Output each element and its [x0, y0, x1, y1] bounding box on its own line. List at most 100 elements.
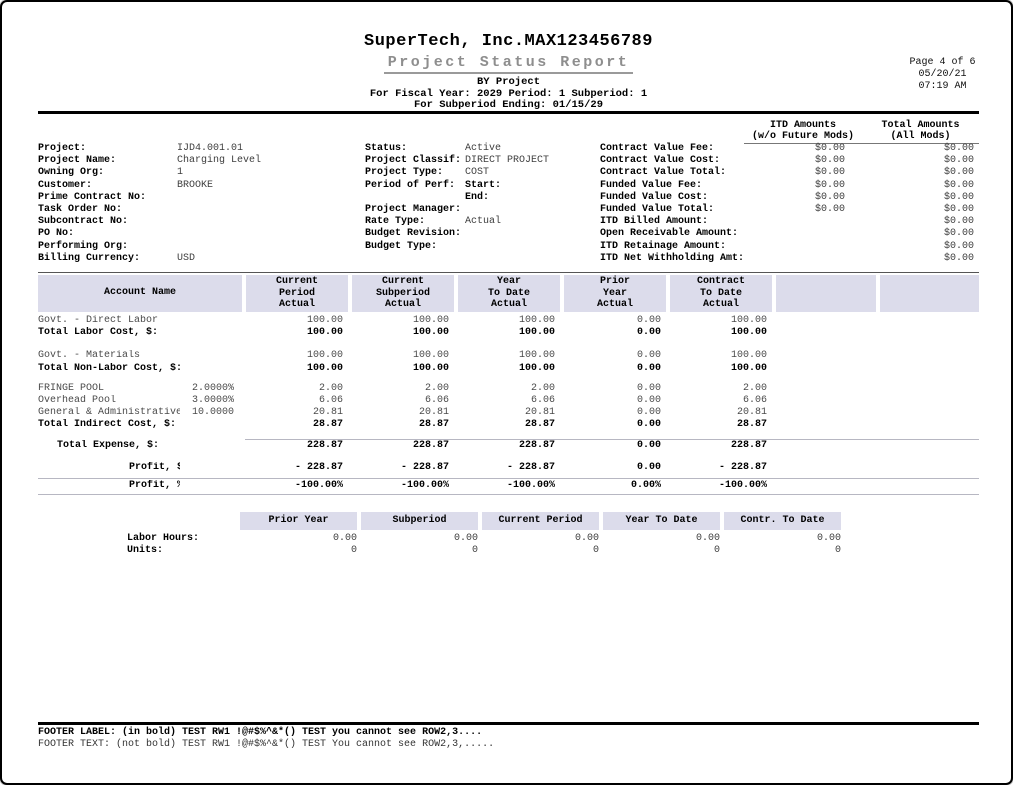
cost-table-header-row: Account Name Current Period Actual Current… [38, 275, 979, 312]
info-field-row: PO No: [38, 228, 360, 240]
account-name-cell: Total Indirect Cost, $: [38, 419, 242, 431]
account-name-cell: Govt. - Materials [38, 350, 242, 362]
amount-field-row: ITD Billed Amount: $0.00 [600, 216, 979, 228]
itd-amount-value [770, 228, 845, 240]
amount-cell: 100.00 [518, 350, 555, 362]
account-name-cell: General & Administrative 10.0000 [38, 407, 242, 419]
amount-cell: 2.00 [530, 382, 555, 394]
total-amounts-header: Total Amounts (All Mods) [881, 120, 960, 142]
table-row: Profit, %: -100.00% -100.00% -100.00% 0.00% -… [38, 480, 979, 492]
amount-cell: 100.00 [412, 315, 449, 326]
column-header: Year To Date Actual [458, 275, 560, 312]
row-gap [38, 474, 979, 477]
amount-field-row: Open Receivable Amount: $0.00 [600, 228, 979, 240]
hours-column-header: Contr. To Date [724, 512, 841, 530]
field-label: PO No: [38, 228, 75, 240]
field-label: Subcontract No: [38, 216, 129, 228]
company-name: SuperTech, Inc.MAX123456789 [364, 32, 653, 51]
amount-cell: 20.81 [524, 407, 555, 419]
total-amount-value: $0.00 [943, 167, 974, 179]
separator-line [38, 477, 979, 479]
amount-cell: 100.00 [518, 362, 555, 374]
account-name: Govt. - Materials [38, 350, 141, 362]
field-label: Customer: [38, 179, 93, 191]
itd-amount-value [770, 216, 845, 228]
hours-table-body: Labor Hours: 0.00 0.00 0.00 0.00 0.00 Units: 0 0… [127, 530, 841, 557]
row-gap [38, 375, 979, 383]
amount-field-row: Contract Value Cost: $0.00 $0.00 [600, 155, 979, 167]
account-name-cell: Overhead Pool 3.0000% [38, 395, 242, 407]
amount-cell: 28.87 [524, 419, 555, 431]
field-label: Status: [365, 143, 408, 154]
hours-table-header-row: Prior Year Subperiod Current Period Year To… [127, 512, 841, 530]
field-value: Actual [465, 216, 502, 228]
account-name-cell: FRINGE POOL 2.0000% [38, 383, 242, 395]
hours-value-cell: 0 [592, 545, 599, 557]
field-value: COST [465, 167, 490, 179]
rate-percent [180, 440, 242, 452]
hours-value-cell: 0.00 [332, 533, 357, 544]
amount-field-row: ITD Net Withholding Amt: $0.00 [600, 253, 979, 265]
table-row: General & Administrative 10.0000 20.81 20.8… [38, 407, 979, 419]
amount-cell: 100.00 [412, 350, 449, 362]
amount-cell: -100.00% [400, 479, 449, 491]
account-name: FRINGE POOL [38, 382, 105, 394]
report-subtitle-fiscal: For Fiscal Year: 2029 Period: 1 Subperio… [369, 87, 648, 100]
separator-line [38, 494, 979, 496]
info-field-row: Budget Type: [365, 241, 597, 253]
field-label: Period of Perf: [365, 179, 456, 191]
cost-summary-table: Account Name Current Period Actual Current… [38, 275, 979, 496]
info-field-row: Status: Active [365, 143, 597, 155]
field-value: Active [465, 143, 502, 154]
amount-cell: 6.06 [318, 394, 343, 406]
total-amount-value: $0.00 [943, 203, 974, 215]
hours-column-header: Year To Date [603, 512, 720, 530]
report-subtitle-ending: For Subperiod Ending: 01/15/29 [413, 99, 604, 111]
field-label: Project Type: [365, 167, 444, 179]
account-name: Total Labor Cost, $: [38, 327, 159, 339]
table-row: FRINGE POOL 2.0000% 2.00 2.00 2.00 0.00 2.00 [38, 383, 979, 395]
table-row: Total Non-Labor Cost, $: 100.00 100.00 100.… [38, 363, 979, 375]
report-date: 05/20/21 [918, 69, 967, 80]
report-footer: FOOTER LABEL: (in bold) TEST RW1 !@#$%^&… [38, 722, 979, 751]
field-label: Prime Contract No: [38, 191, 147, 203]
amount-field-row: ITD Retainage Amount: $0.00 [600, 241, 979, 253]
field-label: Task Order No: [38, 203, 123, 215]
field-label: Billing Currency: [38, 252, 141, 264]
field-value: DIRECT PROJECT [465, 155, 550, 167]
page-number: Page 4 of 6 [909, 57, 976, 68]
amount-cell: 20.81 [312, 407, 343, 419]
hours-value-cell: 0.00 [816, 533, 841, 544]
itd-amount-value: $0.00 [814, 143, 845, 154]
total-amount-value: $0.00 [943, 252, 974, 264]
row-gap [38, 339, 979, 350]
rate-percent [180, 350, 242, 362]
info-field-row: Rate Type: Actual [365, 216, 597, 228]
info-field-row: Prime Contract No: [38, 192, 360, 204]
amount-cell: 100.00 [412, 362, 449, 374]
header-divider [38, 111, 979, 114]
amount-cell: 28.87 [418, 419, 449, 431]
row-gap [38, 492, 979, 493]
info-field-row: Task Order No: [38, 204, 360, 216]
amount-cell: 100.00 [412, 327, 449, 339]
project-info-right: Contract Value Fee: $0.00 $0.00 Contract Va… [600, 143, 979, 265]
info-field-row: Project Type: COST [365, 167, 597, 179]
field-value: IJD4.001.01 [177, 143, 244, 154]
amount-cell: 2.00 [742, 382, 767, 394]
info-field-row: Subcontract No: [38, 216, 360, 228]
account-name-cell: Total Labor Cost, $: [38, 327, 242, 339]
itd-amount-value: $0.00 [814, 179, 845, 191]
amount-field-row: Funded Value Fee: $0.00 $0.00 [600, 180, 979, 192]
total-amount-value: $0.00 [943, 228, 974, 240]
hours-units-table: Prior Year Subperiod Current Period Year To… [127, 512, 841, 557]
rate-percent [180, 419, 242, 431]
project-info-left: Project: IJD4.001.01 Project Name: Charging… [38, 143, 360, 265]
info-field-row: Project Name: Charging Level [38, 155, 360, 167]
amount-cell: 100.00 [518, 315, 555, 326]
account-name-cell: Profit, %: [38, 480, 242, 492]
field-label: Contract Value Total: [600, 167, 727, 179]
field-label: Project: [38, 143, 87, 154]
amount-cell: 100.00 [306, 362, 343, 374]
rate-percent: 3.0000% [191, 394, 234, 406]
